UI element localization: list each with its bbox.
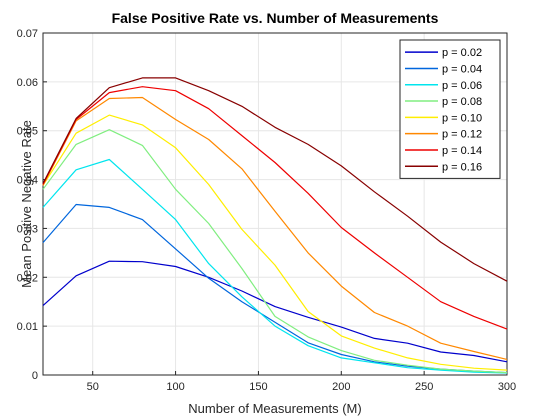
x-tick-label: 200: [332, 381, 350, 393]
series-line: [42, 86, 508, 330]
x-tick-label: 100: [166, 381, 184, 393]
y-tick-label: 0.01: [17, 321, 38, 333]
chart-title: False Positive Rate vs. Number of Measur…: [112, 10, 439, 26]
y-tick-label: 0: [32, 370, 38, 382]
x-axis: 50 100 150 200 250 300: [87, 371, 516, 393]
y-tick-label: 0.03: [17, 223, 38, 235]
x-tick-label: 50: [87, 381, 99, 393]
series-line: [42, 96, 508, 360]
legend-label: p = 0.08: [442, 96, 482, 108]
legend-label: p = 0.16: [442, 161, 482, 173]
x-tick-label: 150: [249, 381, 267, 393]
legend-label: p = 0.14: [442, 145, 482, 157]
series-line: [42, 158, 508, 374]
y-axis: 0 0.01 0.02 0.03 0.04 0.05 0.06 0.07: [17, 28, 47, 382]
series-lines: [42, 77, 508, 374]
series-line: [42, 260, 508, 363]
y-axis-label: Mean Positive Negative Rate: [19, 120, 34, 288]
plot-area: [42, 32, 508, 376]
series-line: [42, 77, 508, 282]
legend-box: [399, 39, 501, 179]
legend-label: p = 0.12: [442, 129, 482, 141]
y-tick-label: 0.02: [17, 272, 38, 284]
legend: p = 0.02 p = 0.04 p = 0.06 p = 0.08 p = 0.10…: [399, 39, 501, 179]
series-line: [42, 129, 508, 374]
x-axis-label: Number of Measurements (M): [188, 401, 361, 416]
y-tick-label: 0.06: [17, 77, 38, 89]
y-tick-label: 0.04: [17, 175, 38, 187]
series-line: [42, 114, 508, 371]
legend-label: p = 0.10: [442, 112, 482, 124]
x-tick-label: 250: [415, 381, 433, 393]
legend-label: p = 0.02: [442, 47, 482, 59]
y-tick-label: 0.05: [17, 126, 38, 138]
y-tick-label: 0.07: [17, 28, 38, 40]
legend-label: p = 0.06: [442, 80, 482, 92]
legend-label: p = 0.04: [442, 63, 482, 75]
x-tick-label: 300: [498, 381, 516, 393]
